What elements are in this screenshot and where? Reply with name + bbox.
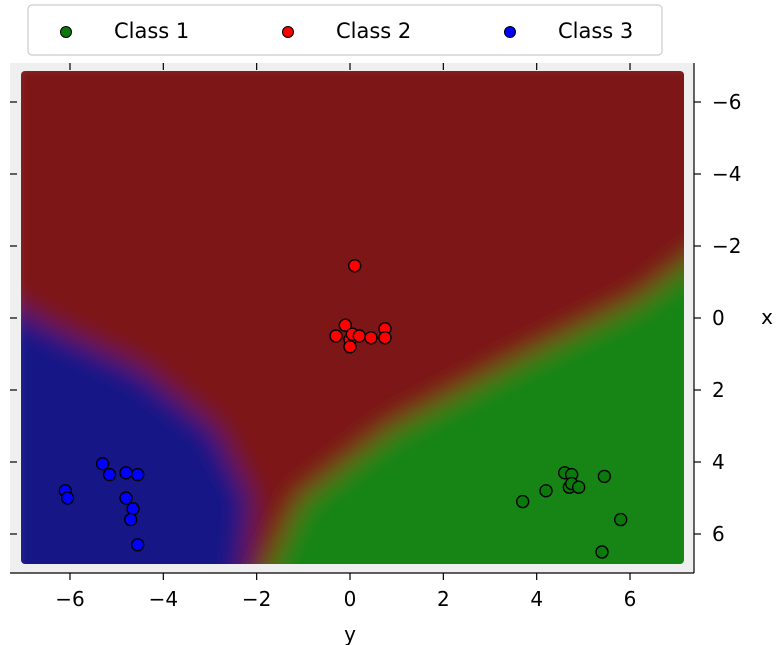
point-class-3 (102, 467, 117, 482)
region-class-3 (21, 300, 250, 564)
point-class-3 (130, 538, 145, 552)
point-class-1 (597, 469, 612, 484)
x-tick-label: 2 (437, 587, 450, 611)
x-tick-label: 4 (530, 587, 543, 611)
y-tick-label: −6 (712, 90, 741, 114)
point-class-1 (572, 480, 586, 494)
point-class-1 (516, 494, 530, 509)
x-tick-label: 6 (624, 587, 637, 611)
y-tick-label: −2 (712, 234, 741, 258)
point-class-3 (60, 491, 75, 505)
legend-label-class-3: Class 3 (558, 19, 633, 43)
point-class-1 (595, 545, 609, 559)
point-class-3 (95, 457, 110, 471)
point-class-1 (614, 512, 628, 527)
legend-label-class-1: Class 1 (114, 19, 189, 43)
y-tick-label: 4 (712, 450, 725, 474)
point-class-2 (352, 329, 366, 343)
point-class-3 (123, 512, 138, 527)
y-axis-label: x (761, 305, 773, 329)
legend-label-class-2: Class 2 (336, 19, 411, 43)
x-tick-label: −6 (55, 587, 84, 611)
point-class-3 (126, 502, 140, 516)
y-tick-label: −4 (712, 162, 741, 186)
region-class-1 (255, 230, 684, 564)
point-class-2 (343, 340, 357, 354)
y-tick-label: 2 (712, 378, 725, 402)
point-class-2 (378, 331, 392, 345)
legend-marker-class-2 (282, 26, 294, 38)
x-axis-ticks: −6 −4 −2 0 2 4 6 (55, 63, 636, 611)
y-axis-ticks: −6 −4 −2 0 2 4 6 (10, 90, 741, 546)
y-tick-label: 6 (712, 522, 725, 546)
point-class-2 (364, 331, 378, 345)
x-tick-label: 0 (344, 587, 357, 611)
point-class-2 (338, 318, 352, 332)
point-class-3 (119, 466, 133, 480)
point-class-3 (119, 491, 133, 505)
point-class-2 (348, 259, 362, 273)
point-class-2 (329, 329, 343, 343)
x-tick-label: −2 (242, 587, 271, 611)
data-points (58, 259, 628, 559)
legend-marker-class-1 (60, 26, 72, 38)
y-tick-label: 0 (712, 306, 725, 330)
x-tick-label: −4 (149, 587, 178, 611)
legend-box (27, 4, 663, 56)
legend: Class 1 Class 2 Class 3 (27, 4, 663, 56)
x-axis-label: y (344, 622, 356, 645)
legend-marker-class-3 (504, 26, 516, 38)
point-class-3 (130, 467, 145, 482)
point-class-1 (539, 484, 553, 498)
